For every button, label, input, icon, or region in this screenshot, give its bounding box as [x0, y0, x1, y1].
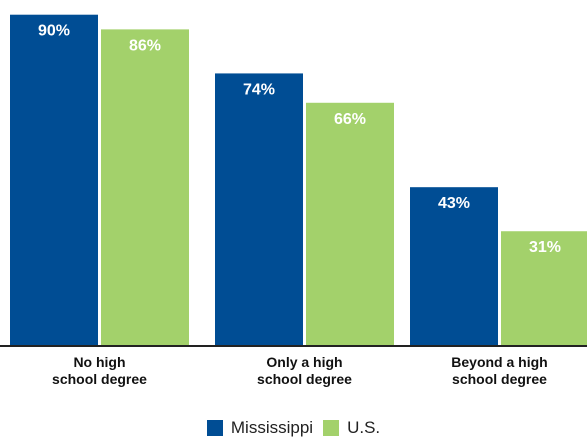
- legend-item-mississippi: Mississippi: [206, 418, 314, 438]
- bar-labels-group: 90% 86% 74% 66% 43% 31%: [38, 23, 561, 257]
- bar-mississippi-1: [10, 14, 98, 345]
- bar-mississippi-3: [410, 187, 498, 345]
- legend-item-us: U.S.: [323, 418, 380, 438]
- bar-mississippi-2: [215, 73, 303, 346]
- category-label-2: Only a high school degree: [257, 354, 352, 387]
- bar-value-label-u-s-3: 31%: [529, 239, 561, 256]
- bars-group: [10, 14, 587, 346]
- category-labels-group: No high school degree Only a high school de…: [52, 354, 548, 387]
- bar-u-s-1: [101, 29, 189, 345]
- legend-swatch-us: [323, 420, 340, 436]
- bar-u-s-3: [501, 231, 587, 345]
- legend-label-us: U.S.: [347, 418, 381, 437]
- bar-u-s-2: [306, 102, 394, 345]
- legend: Mississippi U.S.: [0, 416, 587, 440]
- bar-value-label-mississippi-1: 90%: [38, 23, 70, 40]
- legend-label-mississippi: Mississippi: [230, 418, 314, 437]
- category-label-3: Beyond a high school degree: [451, 354, 547, 387]
- bar-value-label-u-s-2: 66%: [334, 111, 366, 128]
- bar-value-label-u-s-1: 86%: [129, 37, 161, 54]
- bar-value-label-mississippi-2: 74%: [243, 81, 275, 98]
- legend-swatch-mississippi: [206, 420, 223, 436]
- category-label-1: No high school degree: [52, 354, 147, 387]
- bar-value-label-mississippi-3: 43%: [438, 195, 470, 212]
